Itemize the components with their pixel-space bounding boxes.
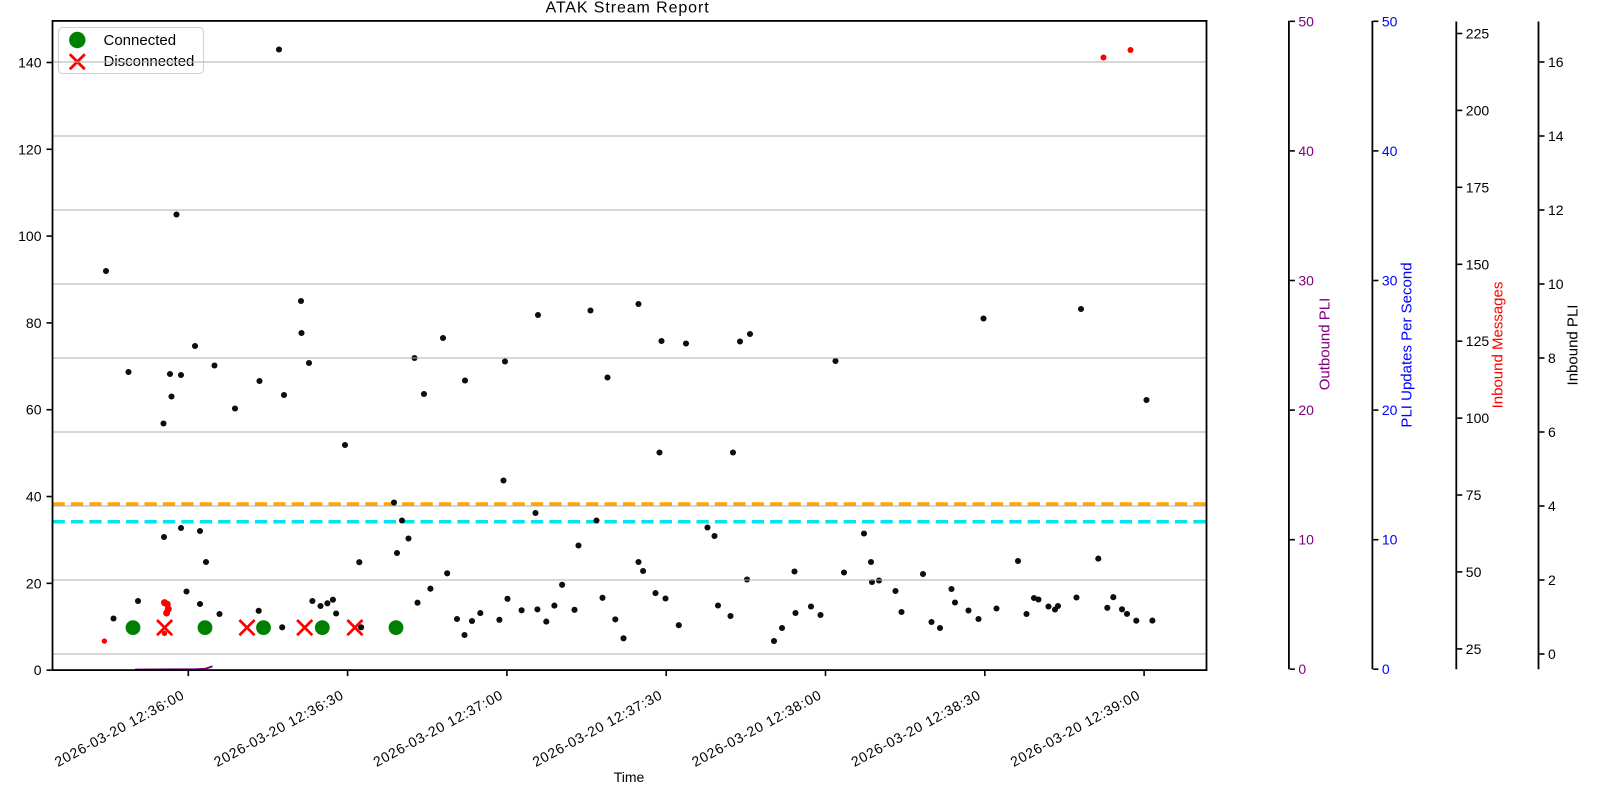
svg-text:0: 0 xyxy=(1548,646,1556,662)
svg-text:225: 225 xyxy=(1466,26,1490,42)
svg-text:Time: Time xyxy=(614,769,645,785)
svg-text:16: 16 xyxy=(1548,54,1564,70)
svg-text:Inbound PLI: Inbound PLI xyxy=(1565,305,1582,386)
svg-text:14: 14 xyxy=(1548,128,1564,144)
svg-text:150: 150 xyxy=(1466,256,1490,272)
svg-text:20: 20 xyxy=(26,575,42,591)
svg-text:30: 30 xyxy=(1382,273,1398,289)
svg-text:0: 0 xyxy=(34,662,42,678)
svg-text:75: 75 xyxy=(1466,487,1482,503)
svg-text:140: 140 xyxy=(18,54,42,70)
svg-text:50: 50 xyxy=(1298,13,1314,29)
svg-text:20: 20 xyxy=(1298,402,1314,418)
svg-text:25: 25 xyxy=(1466,641,1482,657)
svg-text:Inbound Messages: Inbound Messages xyxy=(1490,282,1507,409)
svg-text:40: 40 xyxy=(1382,143,1398,159)
svg-text:PLI Updates Per Second: PLI Updates Per Second xyxy=(1399,262,1416,427)
svg-text:60: 60 xyxy=(26,402,42,418)
svg-text:6: 6 xyxy=(1548,424,1556,440)
svg-text:2: 2 xyxy=(1548,572,1556,588)
svg-text:ATAK Stream Report: ATAK Stream Report xyxy=(545,0,709,17)
svg-text:80: 80 xyxy=(26,315,42,331)
svg-text:40: 40 xyxy=(1298,143,1314,159)
svg-text:Connected: Connected xyxy=(104,32,177,49)
svg-text:0: 0 xyxy=(1382,661,1390,677)
svg-text:20: 20 xyxy=(1382,402,1398,418)
svg-text:10: 10 xyxy=(1298,532,1314,548)
svg-text:10: 10 xyxy=(1382,532,1398,548)
svg-text:200: 200 xyxy=(1466,102,1490,118)
svg-text:12: 12 xyxy=(1548,202,1564,218)
svg-text:0: 0 xyxy=(1298,661,1306,677)
svg-text:120: 120 xyxy=(18,141,42,157)
svg-text:10: 10 xyxy=(1548,276,1564,292)
svg-text:100: 100 xyxy=(18,228,42,244)
svg-text:50: 50 xyxy=(1382,13,1398,29)
svg-text:125: 125 xyxy=(1466,333,1490,349)
svg-text:50: 50 xyxy=(1466,564,1482,580)
svg-text:30: 30 xyxy=(1298,273,1314,289)
svg-text:100: 100 xyxy=(1466,410,1490,426)
svg-text:4: 4 xyxy=(1548,498,1556,514)
svg-text:40: 40 xyxy=(26,489,42,505)
svg-text:8: 8 xyxy=(1548,350,1556,366)
svg-text:Outbound PLI: Outbound PLI xyxy=(1317,298,1334,391)
svg-text:175: 175 xyxy=(1466,179,1490,195)
